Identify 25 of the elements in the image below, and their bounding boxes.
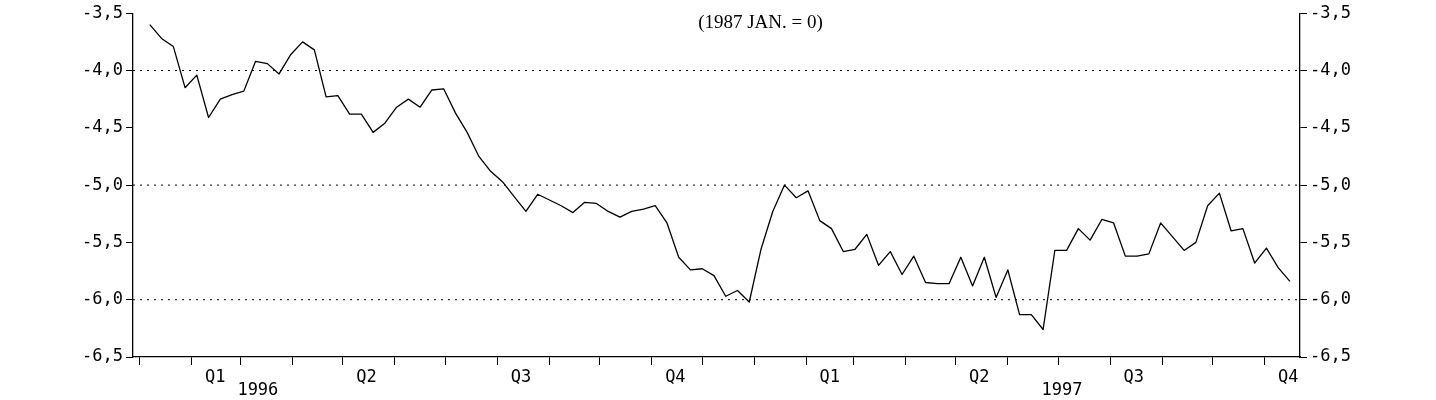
- y-tick-label: -6,0: [82, 288, 123, 309]
- y2-tick-label: -6,5: [1310, 345, 1351, 366]
- x-tick-label: Q2: [969, 365, 990, 386]
- text: 1996: [237, 378, 279, 399]
- chart-title: (1987 JAN. = 0): [698, 11, 823, 34]
- text: 1997: [1041, 378, 1083, 399]
- y2-tick-label: -6,0: [1310, 288, 1351, 309]
- x-tick-label: Q2: [356, 365, 377, 386]
- y2-tick-label: -5,5: [1310, 230, 1351, 251]
- y-tick-label: -5,5: [82, 230, 123, 251]
- y2-tick-label: -5,0: [1310, 173, 1351, 194]
- y-tick-label: -4,0: [82, 58, 123, 79]
- x-tick-label: Q1: [819, 365, 841, 386]
- x-tick-label: Q3: [1123, 365, 1145, 386]
- y2-tick-label: -3,5: [1310, 1, 1351, 22]
- y2-tick-label: -4,0: [1310, 58, 1351, 79]
- x-tick-label: Q4: [665, 365, 686, 386]
- x-tick-label: Q4: [1278, 365, 1299, 386]
- y-tick-label: -3,5: [82, 1, 123, 22]
- y-tick-label: -4,5: [82, 116, 123, 137]
- x-tick-label: Q3: [510, 365, 532, 386]
- y-tick-label: -5,0: [82, 173, 123, 194]
- y2-tick-label: -4,5: [1310, 116, 1351, 137]
- x-tick-label: Q1: [205, 365, 226, 386]
- y-tick-label: -6,5: [82, 345, 123, 366]
